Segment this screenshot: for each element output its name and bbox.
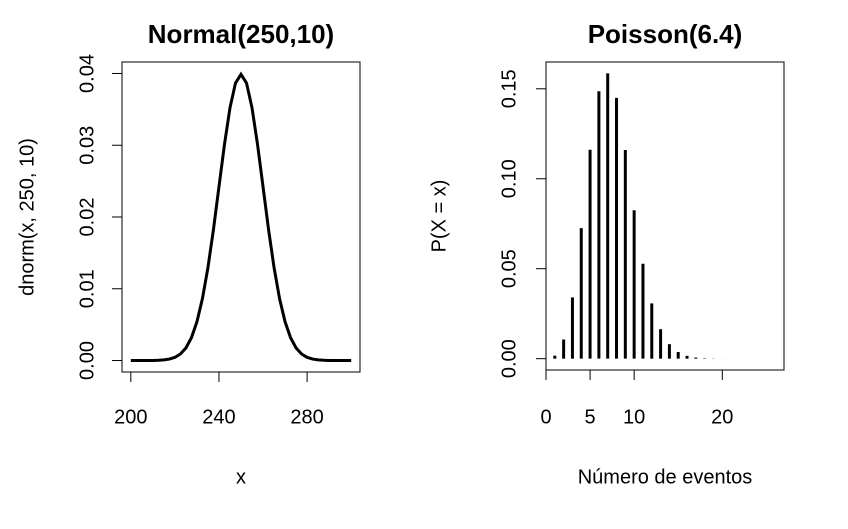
plot-box: [545, 61, 785, 371]
x-axis-title: Número de eventos: [578, 466, 753, 488]
chart-title: Normal(250,10): [148, 19, 334, 49]
x-tick-label: 200: [114, 406, 147, 428]
y-axis-title: P(X = x): [428, 180, 450, 253]
y-tick-label: 0.04: [76, 54, 98, 93]
x-tick-label: 10: [623, 406, 645, 428]
x-axis-title: x: [236, 466, 246, 488]
y-tick-label: 0.01: [76, 269, 98, 308]
plot-box: [121, 61, 361, 373]
curve: [130, 71, 352, 363]
y-tick-label: 0.15: [498, 69, 520, 108]
chart-title: Poisson(6.4): [588, 19, 743, 49]
y-axis-title: dnorm(x, 250, 10): [16, 138, 38, 296]
y-tick-label: 0.00: [76, 341, 98, 380]
y-tick-label: 0.00: [498, 339, 520, 378]
x-tick-label: 0: [540, 406, 551, 428]
y-tick-label: 0.05: [498, 249, 520, 288]
y-tick-label: 0.10: [498, 159, 520, 198]
x-tick-label: 5: [585, 406, 596, 428]
y-tick-label: 0.02: [76, 198, 98, 237]
x-tick-label: 20: [711, 406, 733, 428]
y-tick-label: 0.03: [76, 126, 98, 165]
x-tick-label: 240: [202, 406, 235, 428]
x-tick-label: 280: [290, 406, 323, 428]
